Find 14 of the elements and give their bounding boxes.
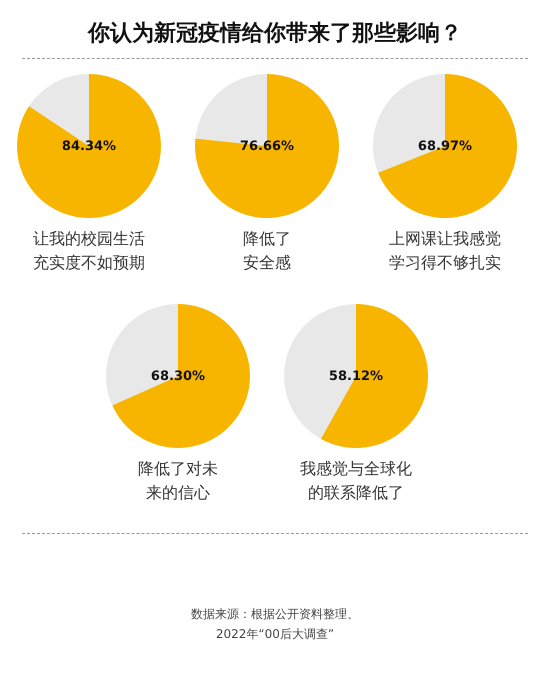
slice-label: 降低了对未来的信心 (138, 459, 218, 502)
data-label: 76.66% (240, 139, 294, 154)
source-note: 数据来源：根据公开资料整理、 2022年“00后大调查” (190, 606, 360, 643)
data-label: 84.34% (62, 139, 116, 154)
slice-label: 上网课让我感觉学习得不够扎实 (389, 229, 501, 272)
pie-slice (378, 74, 517, 218)
pie-slice (195, 74, 339, 218)
pie-slice (112, 304, 250, 448)
slice-label: 我感觉与全球化的联系降低了 (300, 459, 412, 502)
pie-slice (17, 74, 161, 218)
slice-label: 让我的校园生活充实度不如预期 (33, 229, 145, 272)
text: 你认为新冠疫情给你带来了那些影响？ (86, 20, 463, 48)
pie-slice (320, 304, 428, 448)
slice-label: 降低了安全感 (243, 229, 291, 272)
